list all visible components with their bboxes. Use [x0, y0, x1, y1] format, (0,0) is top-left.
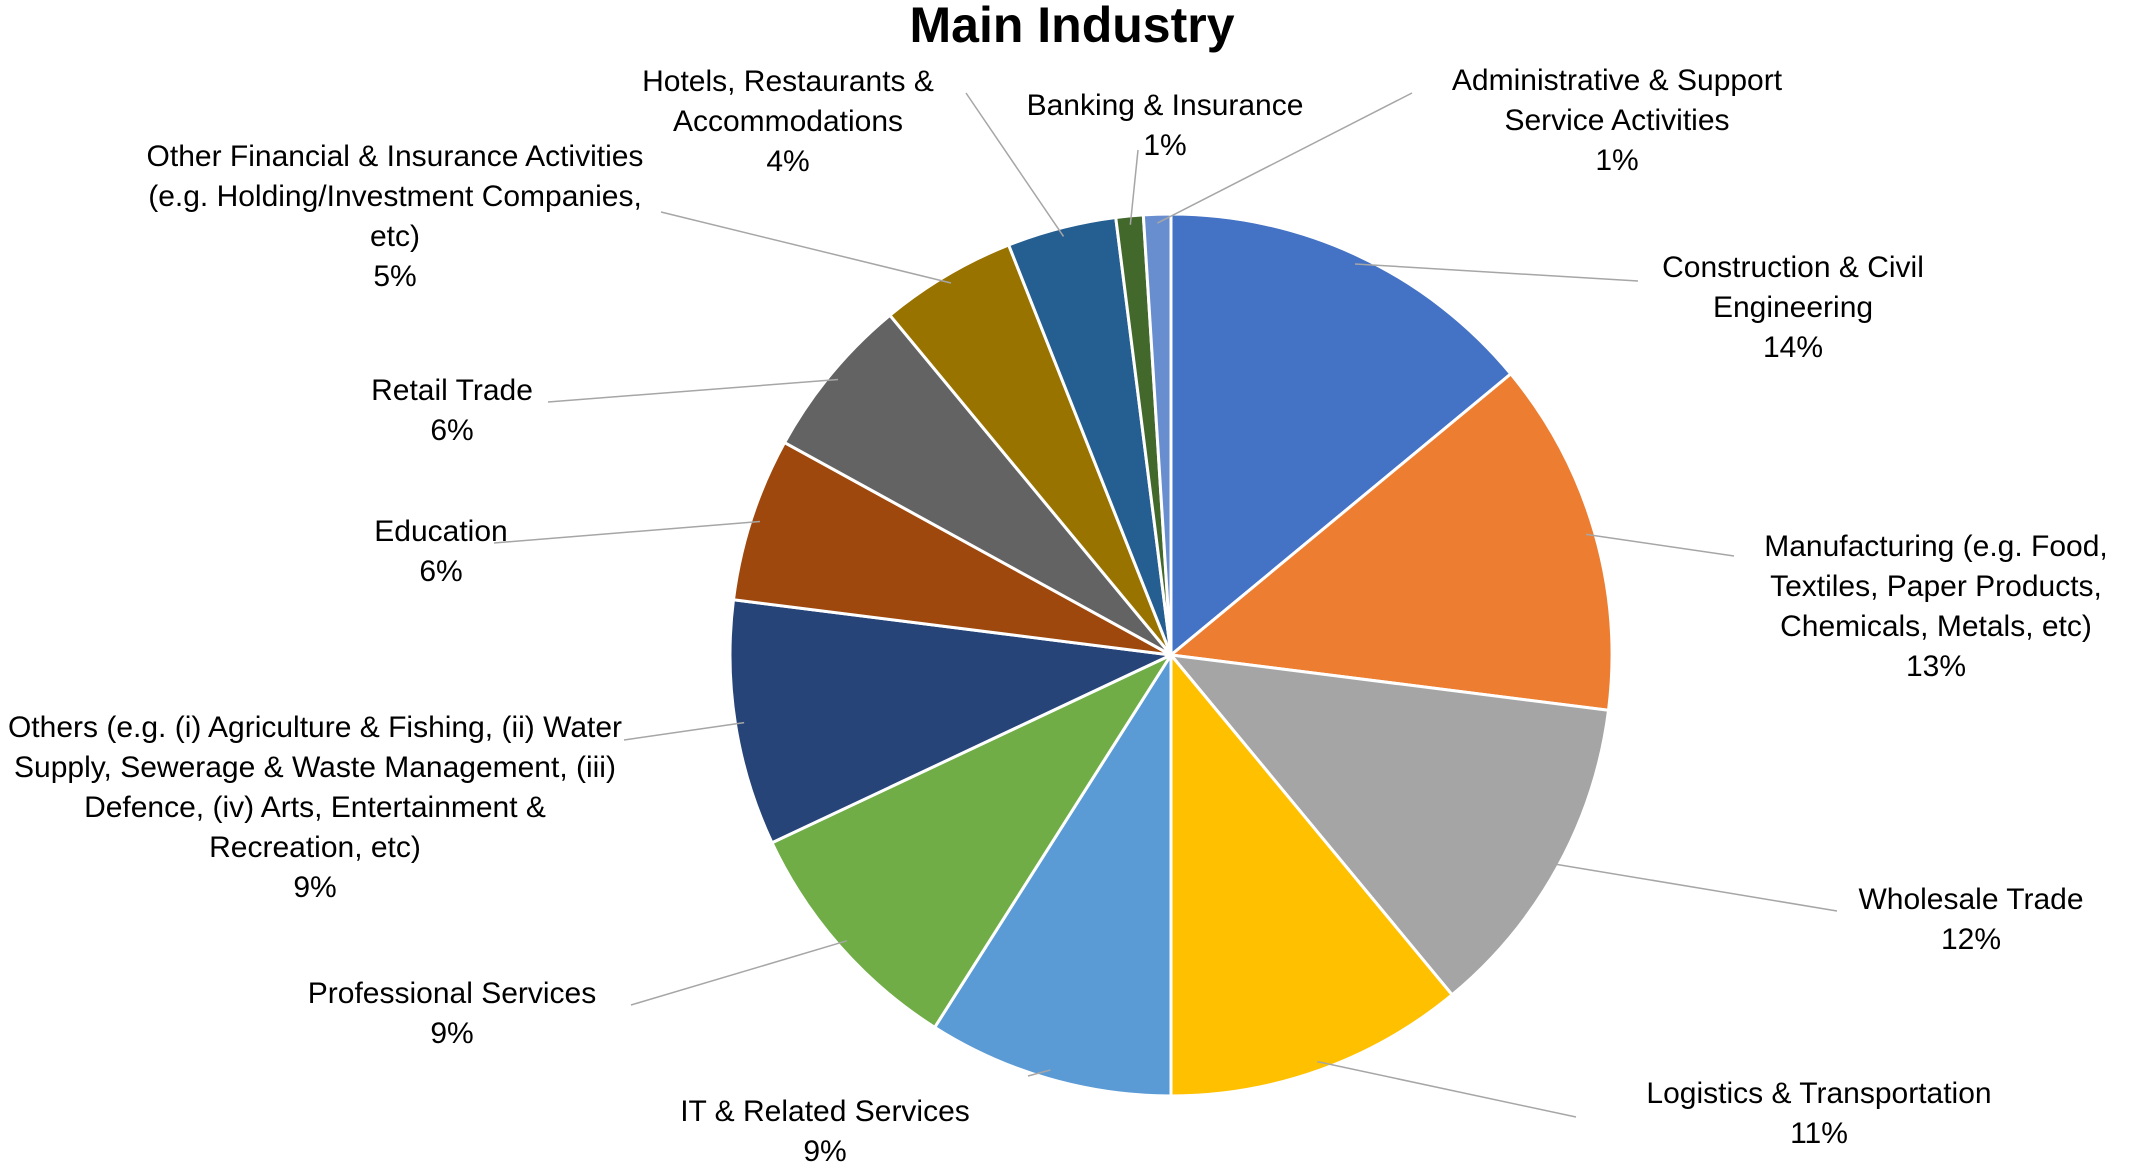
leader-line	[630, 940, 848, 1006]
category-label: Wholesale Trade	[1858, 883, 2084, 916]
category-label: Other Financial & Insurance Activities (…	[146, 140, 644, 253]
value-label: 6%	[419, 555, 463, 588]
category-label: Administrative & Support Service Activit…	[1451, 64, 1783, 137]
value-label: 12%	[1940, 923, 2002, 956]
leader-line	[1585, 533, 1735, 557]
value-label: 1%	[1595, 144, 1639, 177]
category-label: Logistics & Transportation	[1646, 1077, 1992, 1110]
leader-line	[623, 721, 745, 741]
slice-label: IT & Related Services 9%	[680, 1092, 970, 1166]
pie-slice	[731, 440, 1172, 657]
slice-label: Manufacturing (e.g. Food, Textiles, Pape…	[1731, 527, 2141, 687]
value-label: 14%	[1762, 331, 1824, 364]
slice-label: Hotels, Restaurants & Accommodations 4%	[616, 62, 961, 182]
slice-label: Administrative & Support Service Activit…	[1422, 61, 1812, 181]
value-label: 9%	[803, 1135, 847, 1166]
leader-line	[660, 211, 952, 284]
slice-label: Other Financial & Insurance Activities (…	[130, 137, 660, 297]
category-label: Banking & Insurance	[1026, 89, 1304, 122]
category-label: Construction & Civil Engineering	[1662, 251, 1924, 324]
slice-label: Others (e.g. (i) Agriculture & Fishing, …	[5, 708, 625, 908]
slice-label: Retail Trade 6%	[371, 371, 533, 451]
pie-slice	[769, 651, 1176, 1030]
category-label: Others (e.g. (i) Agriculture & Fishing, …	[7, 711, 623, 864]
value-label: 1%	[1143, 129, 1187, 162]
pie-slice	[782, 313, 1173, 657]
slice-label: Construction & Civil Engineering 14%	[1613, 248, 1973, 368]
leader-line	[1317, 1060, 1577, 1118]
pie-slice	[1167, 653, 1611, 997]
leader-line	[493, 520, 761, 544]
category-label: IT & Related Services	[680, 1095, 970, 1128]
category-label: Hotels, Restaurants & Accommodations	[642, 65, 934, 138]
pie-slice	[932, 649, 1173, 1098]
pie-slice	[1167, 371, 1614, 712]
slice-label: Education 6%	[374, 512, 507, 592]
pie-slice	[1141, 212, 1173, 656]
leader-line	[965, 92, 1065, 237]
category-label: Education	[374, 515, 508, 548]
value-label: 13%	[1905, 650, 1967, 683]
slice-label: Professional Services 9%	[308, 974, 596, 1054]
value-label: 4%	[766, 145, 810, 178]
value-label: 9%	[293, 871, 337, 904]
pie-slice	[1169, 650, 1455, 1098]
leader-line	[1157, 92, 1413, 224]
slice-label: Banking & Insurance 1%	[1027, 86, 1304, 166]
leader-line	[547, 378, 839, 403]
value-label: 9%	[430, 1017, 474, 1050]
value-label: 6%	[430, 414, 474, 447]
leader-line	[1354, 263, 1639, 282]
value-label: 5%	[373, 260, 417, 293]
category-label: Manufacturing (e.g. Food, Textiles, Pape…	[1764, 530, 2108, 643]
leader-line	[1129, 149, 1139, 225]
slice-label: Logistics & Transportation 11%	[1646, 1074, 1991, 1154]
chart-title: Main Industry	[909, 0, 1235, 53]
slice-label: Wholesale Trade 12%	[1858, 880, 2083, 960]
category-label: Professional Services	[307, 977, 597, 1010]
leader-line	[1549, 862, 1838, 912]
leader-line	[1027, 1069, 1051, 1077]
pie-slice	[1169, 212, 1513, 659]
category-label: Retail Trade	[371, 374, 533, 407]
value-label: 11%	[1790, 1117, 1848, 1150]
